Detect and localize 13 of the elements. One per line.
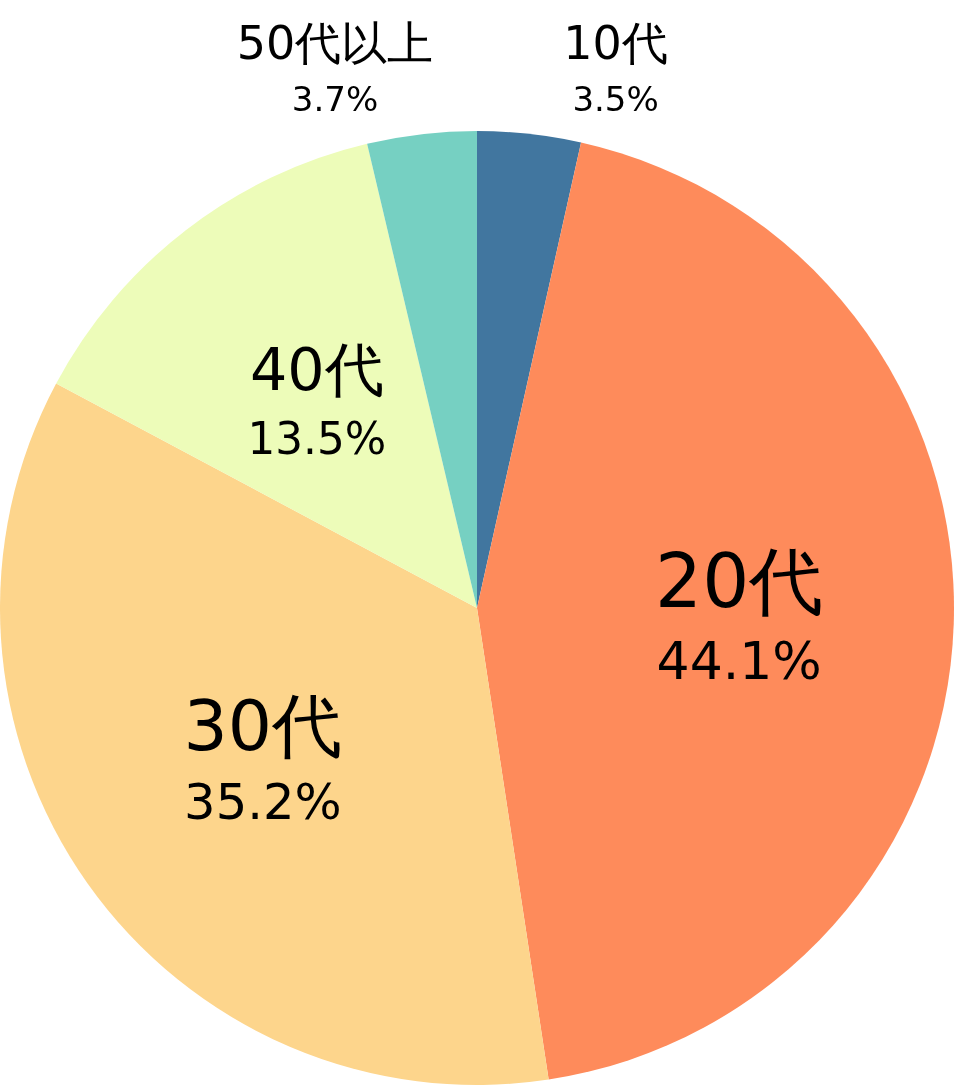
slice-label: 50代以上	[236, 16, 434, 71]
pie-slice	[56, 143, 477, 608]
data-label: 3.7%	[291, 79, 379, 120]
slice-label: 30代	[183, 684, 343, 766]
pie-slice	[477, 131, 582, 608]
pie-slice	[477, 142, 954, 1080]
slice-label: 10代	[563, 15, 668, 70]
slice-label: 40代	[250, 335, 384, 405]
data-label: 13.5%	[247, 412, 387, 464]
slice-label: 20代	[655, 538, 824, 625]
data-label: 35.2%	[184, 773, 342, 832]
data-label: 44.1%	[656, 631, 822, 692]
data-label: 3.5%	[572, 78, 659, 119]
